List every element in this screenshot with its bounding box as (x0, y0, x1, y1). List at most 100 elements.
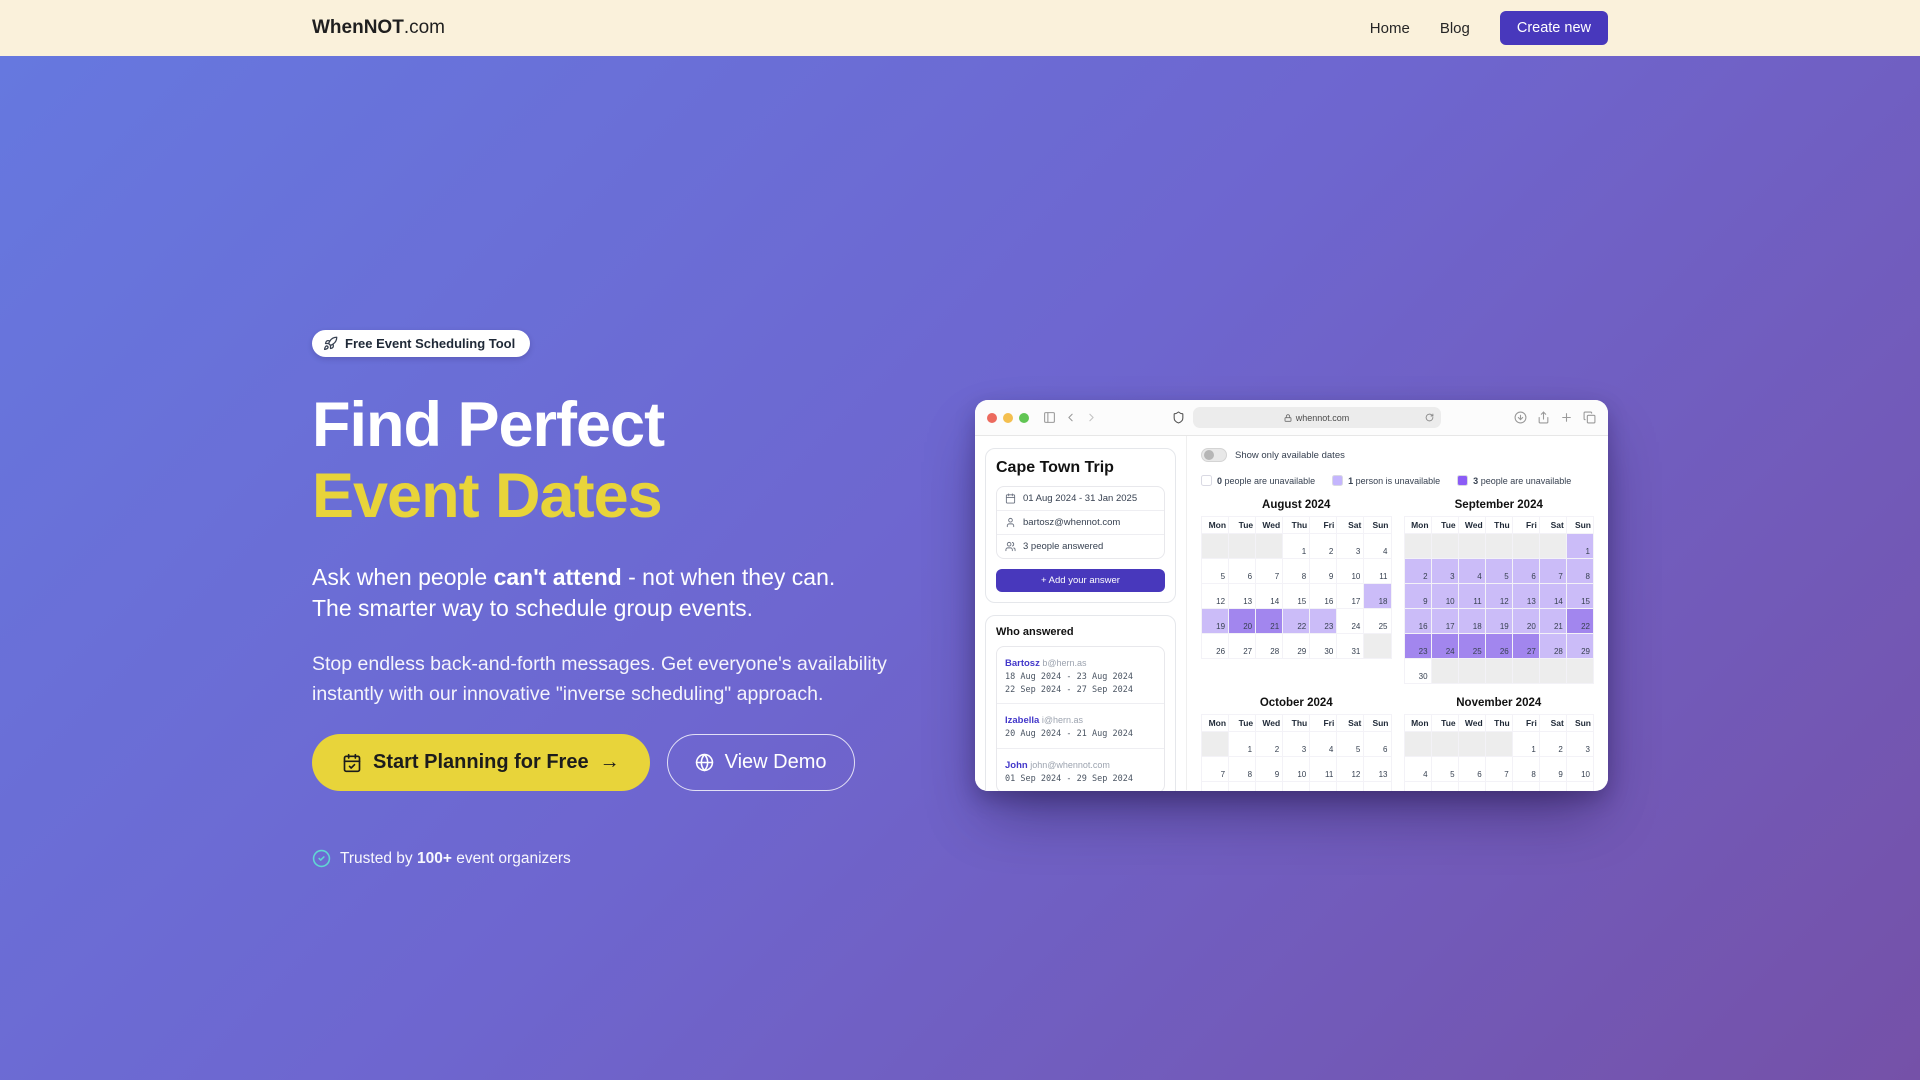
calendar-day-cell[interactable]: 13 (1457, 781, 1486, 791)
calendar-day-cell[interactable]: 11 (1363, 558, 1392, 584)
calendar-day-cell[interactable]: 1 (1511, 731, 1540, 757)
calendar-day-cell[interactable]: 9 (1538, 756, 1567, 782)
calendar-day-cell[interactable]: 23 (1309, 608, 1338, 634)
tabs-overview-icon[interactable] (1583, 411, 1596, 424)
calendar-day-cell[interactable]: 18 (1363, 583, 1392, 609)
calendar-day-cell[interactable]: 10 (1565, 756, 1595, 782)
calendar-day-cell[interactable]: 3 (1565, 731, 1595, 757)
calendar-day-cell[interactable]: 5 (1336, 731, 1365, 757)
calendar-day-cell[interactable]: 6 (1511, 558, 1540, 584)
close-window-icon[interactable] (987, 412, 997, 423)
calendar-day-cell[interactable]: 17 (1336, 583, 1365, 609)
calendar-day-cell[interactable]: 6 (1457, 756, 1486, 782)
calendar-day-cell[interactable]: 24 (1336, 608, 1365, 634)
calendar-day-cell[interactable]: 22 (1565, 608, 1595, 634)
calendar-day-cell[interactable]: 11 (1403, 781, 1432, 791)
calendar-day-cell[interactable]: 9 (1255, 756, 1284, 782)
forward-icon[interactable] (1085, 411, 1098, 424)
calendar-day-cell[interactable]: 23 (1403, 633, 1432, 659)
calendar-day-cell[interactable]: 7 (1484, 756, 1513, 782)
calendar-day-cell[interactable]: 15 (1511, 781, 1540, 791)
calendar-day-cell[interactable]: 3 (1430, 558, 1459, 584)
calendar-day-cell[interactable]: 17 (1430, 608, 1459, 634)
create-new-button[interactable]: Create new (1499, 11, 1608, 45)
calendar-day-cell[interactable]: 3 (1282, 731, 1311, 757)
calendar-day-cell[interactable]: 29 (1565, 633, 1595, 659)
calendar-day-cell[interactable]: 8 (1282, 558, 1311, 584)
calendar-day-cell[interactable]: 2 (1255, 731, 1284, 757)
calendar-day-cell[interactable]: 4 (1309, 731, 1338, 757)
nav-link-blog[interactable]: Blog (1439, 19, 1470, 37)
calendar-day-cell[interactable]: 5 (1484, 558, 1513, 584)
calendar-day-cell[interactable]: 19 (1336, 781, 1365, 791)
share-icon[interactable] (1537, 411, 1550, 424)
calendar-day-cell[interactable]: 19 (1200, 608, 1230, 634)
calendar-day-cell[interactable]: 14 (1255, 583, 1284, 609)
calendar-day-cell[interactable]: 12 (1484, 583, 1513, 609)
calendar-day-cell[interactable]: 8 (1511, 756, 1540, 782)
calendar-day-cell[interactable]: 13 (1363, 756, 1392, 782)
calendar-day-cell[interactable]: 15 (1282, 583, 1311, 609)
calendar-day-cell[interactable]: 22 (1282, 608, 1311, 634)
calendar-day-cell[interactable]: 18 (1309, 781, 1338, 791)
back-icon[interactable] (1064, 411, 1077, 424)
calendar-day-cell[interactable]: 2 (1403, 558, 1432, 584)
reload-icon[interactable] (1425, 413, 1434, 422)
calendar-day-cell[interactable]: 7 (1255, 558, 1284, 584)
calendar-day-cell[interactable]: 24 (1430, 633, 1459, 659)
calendar-day-cell[interactable]: 19 (1484, 608, 1513, 634)
show-available-toggle[interactable] (1201, 448, 1227, 462)
calendar-day-cell[interactable]: 30 (1309, 633, 1338, 659)
calendar-day-cell[interactable]: 4 (1363, 533, 1392, 559)
calendar-day-cell[interactable]: 11 (1309, 756, 1338, 782)
download-icon[interactable] (1514, 411, 1527, 424)
calendar-day-cell[interactable]: 4 (1403, 756, 1432, 782)
brand-logo[interactable]: WhenNOT.com (312, 17, 445, 39)
calendar-day-cell[interactable]: 2 (1538, 731, 1567, 757)
calendar-day-cell[interactable]: 12 (1430, 781, 1459, 791)
calendar-day-cell[interactable]: 21 (1538, 608, 1567, 634)
calendar-day-cell[interactable]: 11 (1457, 583, 1486, 609)
start-planning-button[interactable]: Start Planning for Free → (312, 734, 650, 791)
calendar-day-cell[interactable]: 14 (1200, 781, 1230, 791)
calendar-day-cell[interactable]: 9 (1403, 583, 1432, 609)
calendar-day-cell[interactable]: 13 (1511, 583, 1540, 609)
calendar-day-cell[interactable]: 14 (1538, 583, 1567, 609)
calendar-day-cell[interactable]: 25 (1457, 633, 1486, 659)
calendar-day-cell[interactable]: 12 (1200, 583, 1230, 609)
maximize-window-icon[interactable] (1019, 412, 1029, 423)
nav-link-home[interactable]: Home (1369, 19, 1410, 37)
calendar-day-cell[interactable]: 29 (1282, 633, 1311, 659)
calendar-day-cell[interactable]: 5 (1430, 756, 1459, 782)
calendar-day-cell[interactable]: 20 (1511, 608, 1540, 634)
calendar-day-cell[interactable]: 30 (1403, 658, 1432, 684)
calendar-day-cell[interactable]: 1 (1282, 533, 1311, 559)
calendar-day-cell[interactable]: 27 (1228, 633, 1257, 659)
calendar-day-cell[interactable]: 7 (1538, 558, 1567, 584)
calendar-day-cell[interactable]: 16 (1538, 781, 1567, 791)
calendar-day-cell[interactable]: 25 (1363, 608, 1392, 634)
calendar-day-cell[interactable]: 6 (1228, 558, 1257, 584)
calendar-day-cell[interactable]: 17 (1565, 781, 1595, 791)
sidebar-toggle-icon[interactable] (1043, 411, 1056, 424)
calendar-day-cell[interactable]: 1 (1228, 731, 1257, 757)
new-tab-icon[interactable] (1560, 411, 1573, 424)
calendar-day-cell[interactable]: 14 (1484, 781, 1513, 791)
calendar-day-cell[interactable]: 28 (1538, 633, 1567, 659)
shield-icon[interactable] (1172, 411, 1185, 424)
calendar-day-cell[interactable]: 10 (1336, 558, 1365, 584)
calendar-day-cell[interactable]: 5 (1200, 558, 1230, 584)
calendar-day-cell[interactable]: 26 (1200, 633, 1230, 659)
calendar-day-cell[interactable]: 7 (1200, 756, 1230, 782)
calendar-day-cell[interactable]: 16 (1403, 608, 1432, 634)
calendar-day-cell[interactable]: 1 (1565, 533, 1595, 559)
calendar-day-cell[interactable]: 10 (1430, 583, 1459, 609)
calendar-day-cell[interactable]: 31 (1336, 633, 1365, 659)
url-bar[interactable]: whennot.com (1192, 407, 1441, 428)
calendar-day-cell[interactable]: 15 (1228, 781, 1257, 791)
add-answer-button[interactable]: + Add your answer (996, 569, 1165, 592)
calendar-day-cell[interactable]: 9 (1309, 558, 1338, 584)
minimize-window-icon[interactable] (1003, 412, 1013, 423)
calendar-day-cell[interactable]: 2 (1309, 533, 1338, 559)
calendar-day-cell[interactable]: 8 (1565, 558, 1595, 584)
